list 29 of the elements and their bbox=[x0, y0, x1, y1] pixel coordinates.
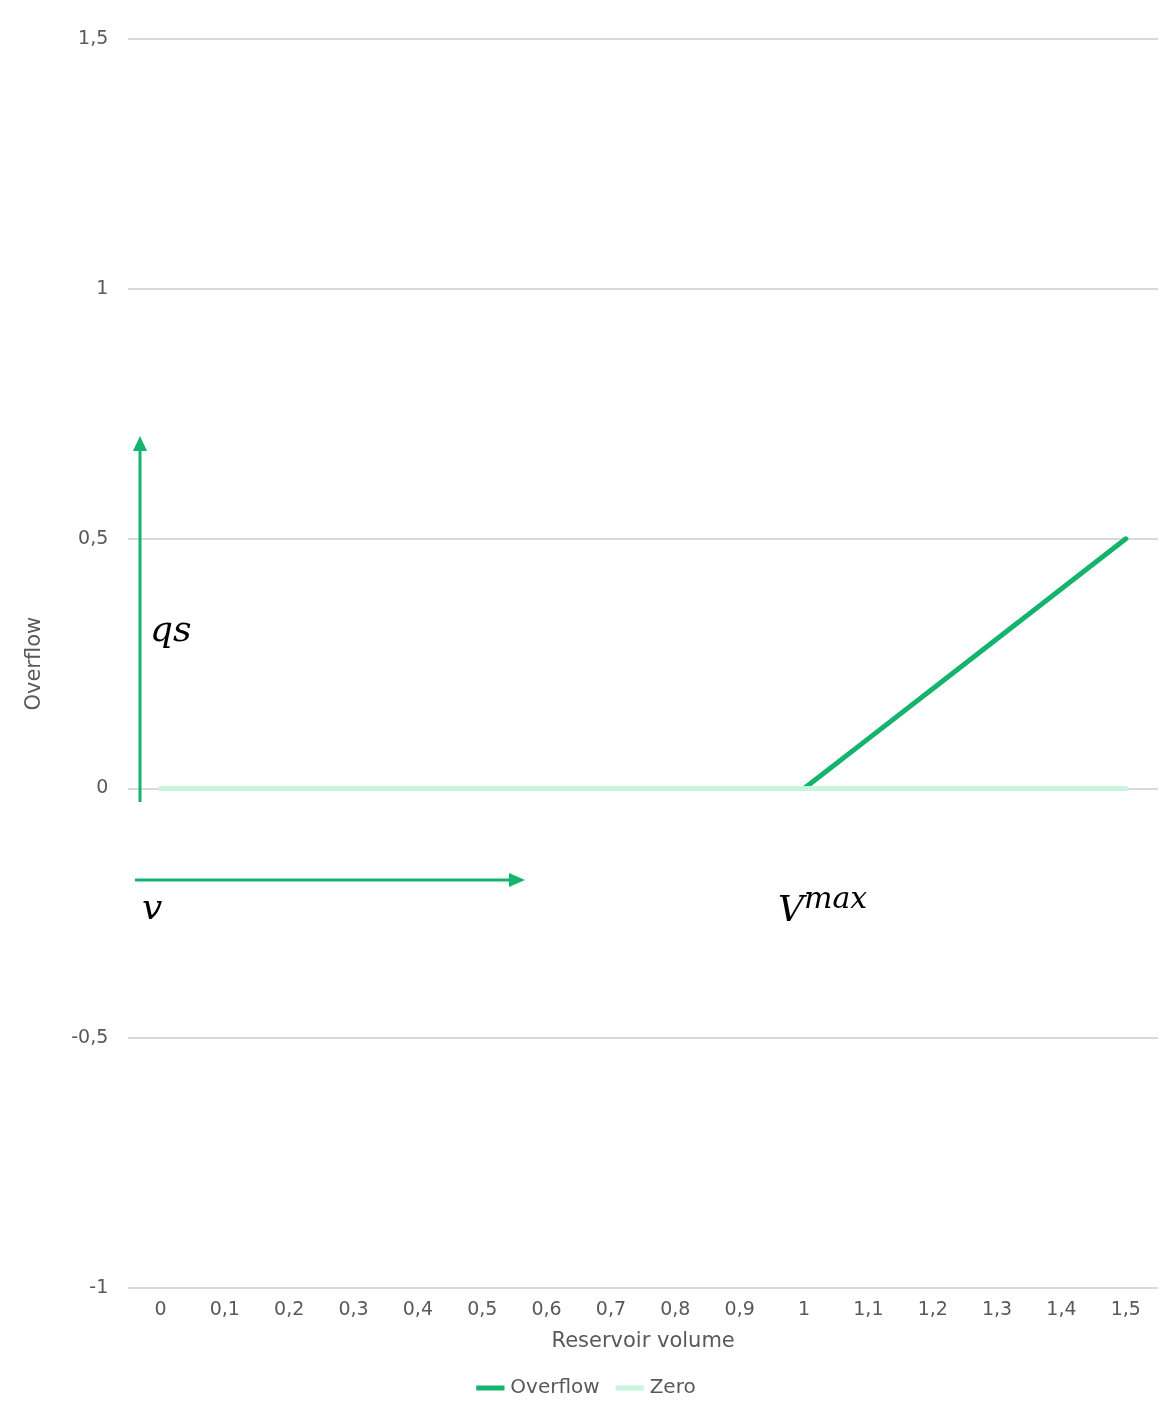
x-tick-label: 0,5 bbox=[467, 1297, 498, 1320]
legend-label: Overflow bbox=[510, 1374, 600, 1399]
x-tick-label: 1 bbox=[797, 1297, 811, 1320]
x-tick-label: 1,4 bbox=[1046, 1297, 1077, 1320]
x-tick-label: 1,5 bbox=[1110, 1297, 1141, 1320]
x-tick-label: 1,1 bbox=[853, 1297, 884, 1320]
x-axis-title: Reservoir volume bbox=[551, 1327, 735, 1352]
y-tick-label: 0,5 bbox=[78, 525, 109, 548]
x-tick-label: 0,6 bbox=[531, 1297, 562, 1320]
y-tick-label: -0,5 bbox=[71, 1025, 109, 1048]
x-tick-label: 1,2 bbox=[917, 1297, 948, 1320]
x-tick-label: 1,3 bbox=[982, 1297, 1013, 1320]
x-tick-label: 0 bbox=[154, 1297, 167, 1320]
x-tick-label: 0,4 bbox=[402, 1297, 433, 1320]
y-tick-label: 1,5 bbox=[78, 26, 109, 49]
x-tick-label: 0,2 bbox=[274, 1297, 305, 1320]
x-tick-label: 0,3 bbox=[338, 1297, 369, 1320]
y-tick-label: 0 bbox=[96, 775, 109, 798]
annotation: V$^{max}$ bbox=[778, 880, 868, 929]
y-tick-label: -1 bbox=[89, 1274, 109, 1297]
y-axis-title: Overflow bbox=[21, 616, 46, 711]
legend-label: Zero bbox=[649, 1374, 696, 1399]
x-tick-label: 0,8 bbox=[660, 1297, 691, 1320]
annotation: v bbox=[142, 886, 163, 927]
x-tick-label: 0,1 bbox=[209, 1297, 240, 1320]
y-tick-label: 1 bbox=[96, 276, 109, 299]
annotation: qs bbox=[150, 608, 192, 649]
x-tick-label: 0,9 bbox=[724, 1297, 755, 1320]
x-tick-label: 0,7 bbox=[595, 1297, 627, 1320]
